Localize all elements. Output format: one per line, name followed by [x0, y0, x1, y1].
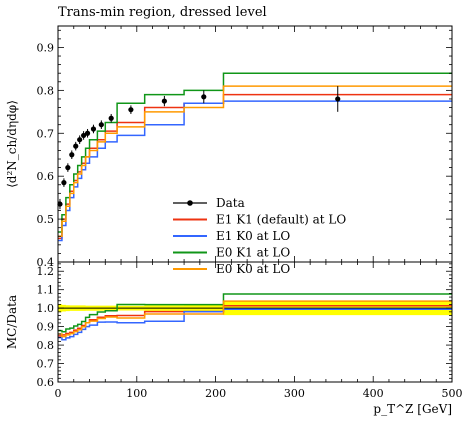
legend-label-0: Data — [216, 196, 245, 210]
legend-label-4: E0 K0 at LO — [216, 262, 290, 276]
main-y-tick-labels: 0.4 0.5 0.6 0.7 0.8 0.9 — [37, 41, 55, 269]
data-point — [77, 137, 83, 143]
main-series-3-line — [58, 72, 452, 233]
legend-marker-data-point — [187, 200, 193, 206]
ratio-axis-ticks — [57, 262, 453, 383]
data-point — [69, 152, 75, 158]
data-point — [61, 180, 67, 186]
data-point — [335, 96, 341, 102]
x-tick-label: 500 — [442, 387, 463, 400]
data-point — [84, 130, 91, 136]
ratio-mc-histograms — [58, 293, 452, 341]
data-point — [161, 98, 167, 104]
data-point — [128, 107, 134, 113]
main-y-tick-label: 0.9 — [37, 41, 55, 54]
ratio-plot-area — [58, 301, 452, 316]
ratio-y-tick-label: 1.2 — [37, 265, 55, 278]
ratio-y-tick-labels: 0.6 0.7 0.8 0.9 1.0 1.1 1.2 — [37, 265, 55, 389]
data-point — [201, 94, 207, 100]
ratio-plot-frame — [57, 261, 453, 383]
main-series-4-line — [58, 85, 452, 237]
x-tick-labels: 0 100 200 300 400 500 — [55, 387, 463, 400]
data-point — [81, 132, 87, 139]
main-y-tick-label: 0.6 — [37, 170, 55, 183]
main-y-tick-label: 0.8 — [37, 84, 55, 97]
ratio-series-2-line — [58, 308, 452, 341]
chart-title: Trans-min region, dressed level — [58, 5, 267, 20]
data-point — [98, 122, 104, 128]
main-series-2-line — [58, 100, 452, 242]
main-y-tick-label: 0.7 — [37, 127, 55, 140]
x-axis-label: p_T^Z [GeV] — [373, 402, 452, 416]
main-y-tick-label: 0.4 — [37, 256, 55, 269]
data-point — [108, 115, 114, 121]
main-plot-panel: 0.4 0.5 0.6 0.7 0.8 0.9 ⟨d²N_ch/dηdφ⟩ Data E1 … — [5, 25, 453, 276]
main-y-tick-label: 0.5 — [37, 213, 55, 226]
main-plot-frame — [57, 25, 453, 263]
ratio-y-tick-label: 0.8 — [37, 339, 55, 352]
x-tick-label: 200 — [205, 387, 226, 400]
legend: Data E1 K1 (default) at LO E1 K0 at LO E0 K… — [173, 196, 346, 276]
main-y-axis-label: ⟨d²N_ch/dηdφ⟩ — [5, 100, 19, 188]
main-axis-ticks — [57, 26, 453, 263]
ratio-series-3-line — [58, 293, 452, 333]
x-tick-label: 300 — [284, 387, 305, 400]
data-point — [65, 165, 71, 171]
x-tick-label: 0 — [55, 387, 62, 400]
legend-label-2: E1 K0 at LO — [216, 229, 290, 243]
legend-label-1: E1 K1 (default) at LO — [216, 213, 346, 227]
main-data-points — [57, 86, 341, 210]
ratio-y-tick-label: 1.1 — [37, 284, 55, 297]
x-tick-label: 100 — [126, 387, 147, 400]
ratio-y-axis-label: MC/Data — [5, 295, 19, 349]
data-point — [90, 126, 97, 132]
ratio-y-tick-label: 0.9 — [37, 321, 55, 334]
legend-label-3: E0 K1 at LO — [216, 246, 290, 260]
ratio-series-4-line — [58, 300, 452, 338]
data-point — [73, 143, 79, 149]
ratio-y-tick-label: 0.7 — [37, 358, 55, 371]
x-tick-label: 400 — [363, 387, 384, 400]
ratio-y-tick-label: 0.6 — [37, 376, 55, 389]
main-mc-histograms — [58, 72, 452, 242]
data-point — [57, 201, 63, 207]
ratio-y-tick-label: 1.0 — [37, 302, 55, 315]
ratio-plot-panel: 0.6 0.7 0.8 0.9 1.0 1.1 1.2 0 100 200 300 400 500 M… — [5, 261, 463, 416]
